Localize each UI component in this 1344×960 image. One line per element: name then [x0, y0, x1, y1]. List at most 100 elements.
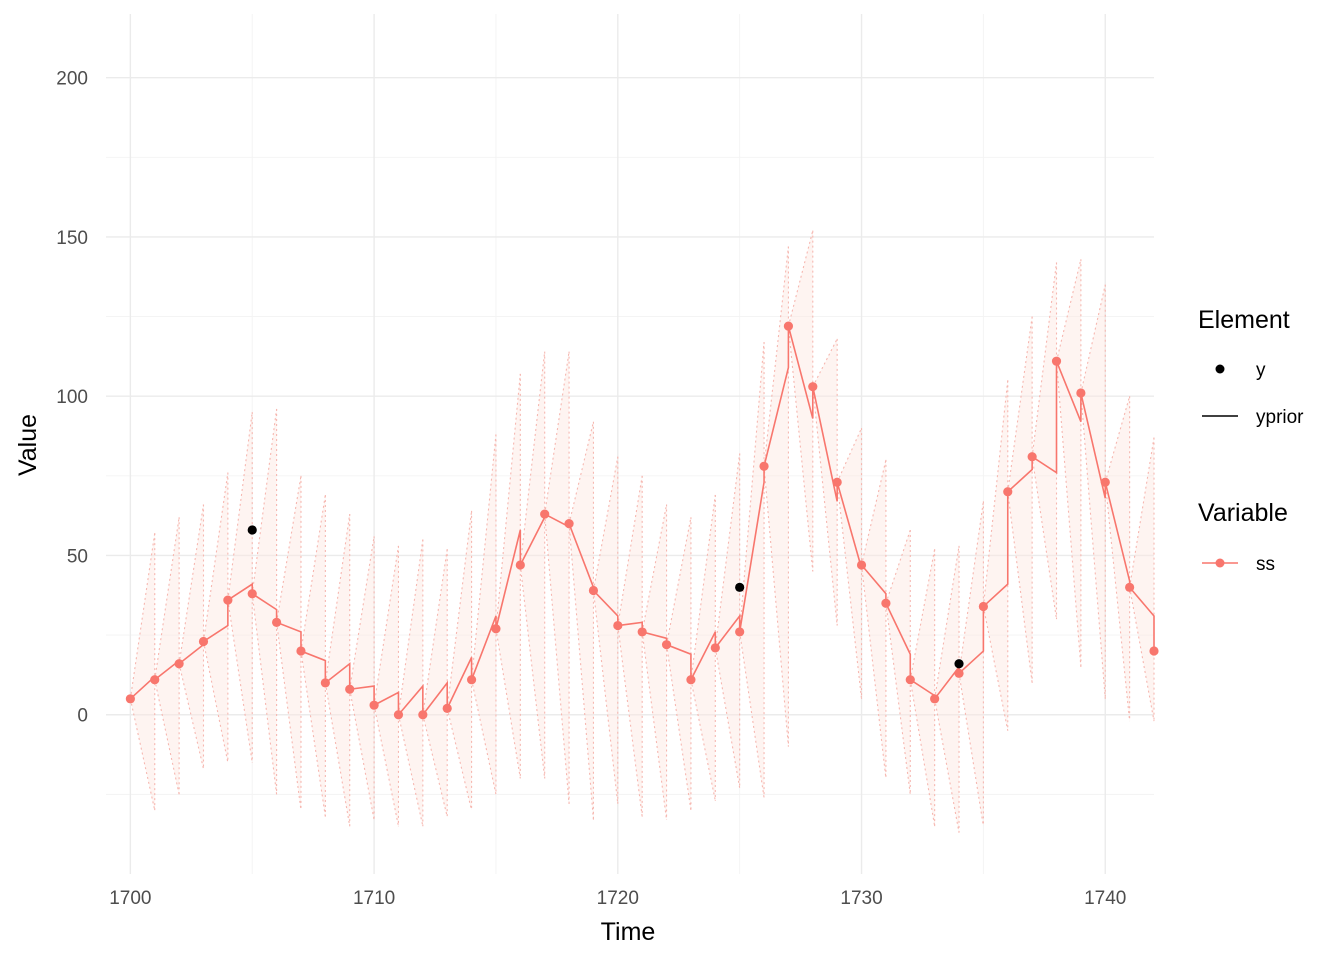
prior-band	[447, 510, 472, 811]
prior-band-upper-edge	[641, 504, 668, 633]
data-point-ss	[393, 710, 404, 720]
prior-band-upper-edge	[202, 472, 229, 642]
data-point-ss	[223, 595, 233, 605]
data-point-ss	[686, 675, 696, 685]
y-tick-labels: 0 50 100 150 200	[56, 69, 88, 727]
data-point-ss	[881, 598, 891, 608]
data-point-ss	[296, 646, 306, 656]
prior-band-lower-edge	[1031, 456, 1058, 620]
prior-band-upper-edge	[544, 351, 570, 515]
data-point-ss	[1027, 452, 1037, 462]
data-point-ss	[564, 519, 574, 529]
prior-band-upper-edge	[739, 342, 765, 632]
data-point-ss	[856, 560, 867, 570]
prior-band-upper-edge	[349, 536, 375, 690]
y-tick-label: 100	[56, 387, 88, 408]
prior-band-lower-edge	[982, 606, 1009, 731]
prior-band-upper-edge	[178, 504, 205, 664]
prior-band-lower-edge	[251, 593, 278, 795]
data-point-ss	[125, 694, 135, 704]
data-point-ss	[954, 668, 964, 678]
prior-band	[569, 421, 594, 820]
prior-band	[983, 380, 1008, 731]
prior-band-upper-edge	[446, 510, 473, 709]
data-point-ss	[466, 675, 477, 685]
prior-band-lower-edge	[227, 599, 253, 763]
y-tick-label: 0	[77, 706, 88, 727]
data-point-ss	[710, 643, 720, 653]
prior-band	[861, 459, 886, 779]
prior-band-upper-edge	[690, 494, 716, 680]
prior-band	[422, 549, 448, 817]
prior-band-lower-edge	[690, 679, 716, 801]
prior-band-lower-edge	[787, 326, 814, 572]
x-axis-title: Time	[601, 918, 656, 946]
prior-band-upper-edge	[227, 412, 253, 601]
prior-band-lower-edge	[641, 631, 668, 820]
prior-band-lower-edge	[1055, 361, 1082, 668]
prior-band-lower-edge	[860, 564, 887, 779]
prior-band-lower-edge	[836, 482, 863, 699]
prior-band	[788, 230, 813, 572]
prior-band-lower-edge	[397, 714, 424, 827]
data-point-ss	[418, 710, 428, 720]
prior-band	[1080, 284, 1106, 699]
legend-key-ss-point	[1215, 558, 1225, 568]
data-point-ss	[369, 700, 379, 710]
prior-band	[666, 517, 691, 811]
x-tick-label: 1710	[353, 888, 395, 909]
data-point-y	[247, 525, 257, 535]
prior-band	[325, 514, 350, 827]
prior-band-lower-edge	[1007, 491, 1033, 683]
data-point-ss	[808, 382, 818, 392]
prior-band	[642, 504, 667, 820]
prior-band-upper-edge	[324, 513, 351, 683]
data-point-ss	[832, 477, 842, 487]
prior-band-upper-edge	[251, 408, 278, 594]
prior-band-lower-edge	[495, 628, 521, 779]
prior-band	[593, 456, 618, 804]
prior-band	[227, 412, 253, 763]
legend-label-y: y	[1256, 360, 1266, 381]
y-axis-title: Value	[14, 414, 42, 476]
prior-band	[471, 434, 496, 795]
prior-band-upper-edge	[666, 517, 692, 645]
prior-band-lower-edge	[763, 466, 789, 747]
legend-title-variable: Variable	[1198, 499, 1288, 527]
data-point-ss	[1076, 388, 1086, 398]
data-point-ss	[613, 620, 623, 631]
grid	[106, 14, 1154, 874]
prior-band-lower-edge	[349, 689, 375, 820]
data-point-ss	[515, 560, 525, 570]
legend-label-ss: ss	[1256, 554, 1275, 575]
prior-band-lower-edge	[373, 705, 400, 827]
prior-band-lower-edge	[617, 625, 643, 817]
prior-band	[179, 504, 204, 769]
prior-band	[203, 472, 228, 763]
data-point-ss	[174, 659, 184, 669]
prior-band-lower-edge	[202, 641, 229, 763]
data-point-ss	[735, 627, 745, 637]
legend: Element y yprior Variable ss	[1198, 306, 1304, 575]
prior-band	[934, 545, 960, 833]
x-tick-label: 1720	[597, 888, 639, 909]
data-point-ss	[1125, 582, 1135, 592]
prior-band	[1129, 437, 1154, 722]
prior-band	[520, 351, 545, 779]
data-point-ss	[783, 321, 794, 331]
series-points	[125, 321, 1159, 720]
data-point-ss	[1100, 477, 1110, 487]
data-point-ss	[442, 703, 452, 713]
x-tick-label: 1730	[840, 888, 882, 909]
data-point-ss	[1051, 356, 1062, 366]
y-tick-label: 200	[56, 69, 88, 90]
data-point-ss	[637, 627, 647, 637]
data-point-ss	[905, 675, 915, 685]
prior-band	[398, 539, 423, 827]
prior-band-upper-edge	[519, 351, 546, 566]
prior-band	[1032, 262, 1057, 620]
data-point-ss	[198, 636, 209, 647]
data-point-ss	[320, 678, 330, 688]
prior-band-upper-edge	[812, 338, 838, 387]
prior-band-upper-edge	[958, 501, 984, 674]
